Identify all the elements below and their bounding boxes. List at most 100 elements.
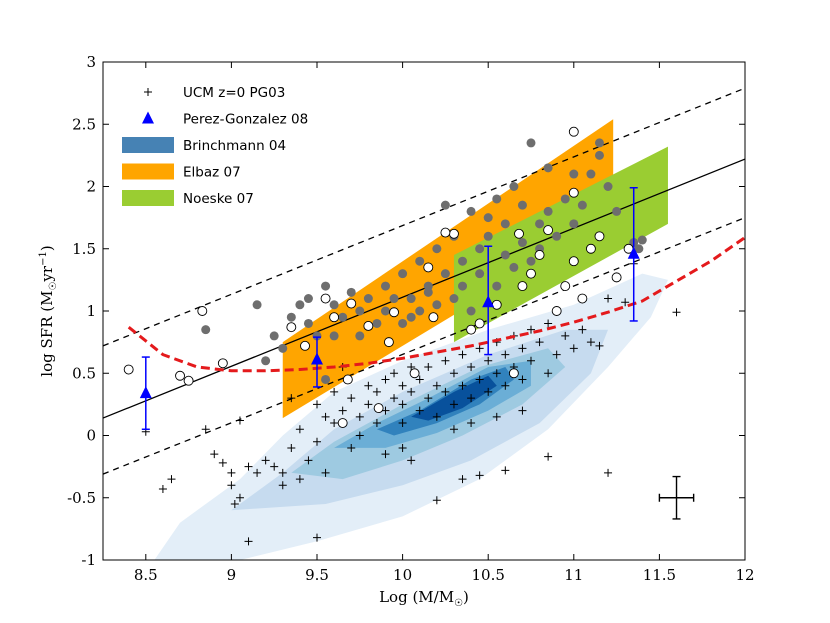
ucm-point — [398, 419, 407, 428]
ucm-point — [527, 325, 535, 334]
x-tick-label: 12 — [735, 566, 754, 584]
open-circle-point — [337, 418, 348, 428]
x-tick-label: 11 — [564, 566, 583, 584]
filled-circle-point — [552, 231, 562, 241]
ucm-point — [313, 533, 321, 542]
filled-circle-point — [363, 294, 373, 304]
ucm-point — [347, 443, 356, 452]
y-tick-label: 0 — [86, 427, 96, 445]
filled-circle-point — [415, 256, 425, 266]
ucm-point — [552, 350, 561, 359]
ucm-point — [295, 425, 304, 434]
legend-label: Elbaz 07 — [183, 165, 241, 181]
filled-circle-point — [560, 194, 570, 204]
x-tick-label: 10 — [393, 566, 412, 584]
ucm-point — [501, 466, 510, 475]
filled-circle-point — [483, 231, 493, 241]
ucm-point — [230, 499, 239, 508]
open-circle-point — [346, 298, 357, 309]
filled-circle-point — [372, 318, 382, 328]
ucm-point — [501, 381, 510, 390]
filled-circle-point — [286, 312, 296, 322]
filled-circle-point — [466, 206, 476, 216]
filled-circle-point — [449, 294, 459, 304]
legend-swatch — [122, 137, 174, 153]
filled-circle-point — [389, 294, 399, 304]
ucm-point — [492, 412, 501, 421]
ucm-point — [475, 471, 484, 480]
filled-circle-point — [295, 300, 305, 310]
ucm-point — [364, 400, 373, 409]
elbaz-band — [282, 119, 614, 419]
filled-circle-point — [594, 150, 604, 160]
filled-circle-point — [586, 169, 596, 179]
ucm-point — [398, 443, 407, 452]
perez-gonzalez-point — [627, 246, 640, 259]
ucm-point — [398, 400, 407, 409]
open-circle-point — [517, 281, 528, 292]
filled-circle-point — [406, 312, 416, 322]
ucm-point — [278, 468, 287, 477]
ucm-point — [270, 462, 279, 471]
filled-circle-point — [380, 281, 390, 291]
legend-swatch — [122, 163, 174, 180]
ucm-point — [381, 375, 390, 384]
ucm-point — [295, 475, 304, 484]
ucm-point — [227, 481, 236, 490]
open-circle-point — [514, 228, 524, 239]
filled-circle-point — [475, 269, 485, 279]
open-circle-point — [543, 225, 554, 236]
ucm-point — [347, 394, 356, 403]
filled-circle-point — [398, 269, 408, 279]
ucm-point — [381, 450, 390, 459]
filled-circle-point — [458, 256, 468, 266]
ucm-point — [484, 387, 493, 396]
ucm-point — [475, 375, 484, 384]
filled-circle-point — [355, 306, 365, 316]
ucm-point — [441, 356, 450, 365]
ucm-point — [338, 406, 347, 415]
ucm-point — [287, 394, 296, 403]
filled-circle-point — [440, 269, 450, 279]
filled-circle-point — [278, 343, 288, 353]
ucm-point — [201, 425, 210, 434]
filled-circle-point — [329, 300, 339, 310]
legend-label: Brinchmann 04 — [183, 138, 286, 154]
ucm-point — [355, 412, 364, 421]
filled-circle-point — [269, 331, 279, 341]
ucm-point — [467, 363, 476, 372]
ucm-point — [364, 381, 373, 390]
open-circle-point — [320, 293, 331, 304]
open-circle-point — [474, 318, 485, 329]
filled-circle-point — [500, 250, 510, 260]
filled-circle-point — [303, 318, 313, 328]
ucm-point — [218, 458, 227, 467]
open-circle-point — [363, 320, 374, 331]
ucm-point — [227, 468, 236, 477]
filled-circle-point — [500, 219, 510, 229]
open-circle-point — [568, 126, 579, 137]
open-circle-point — [551, 306, 562, 316]
ucm-point — [355, 431, 364, 440]
filled-circle-point — [569, 219, 579, 229]
ucm-point — [432, 381, 441, 390]
filled-circle-point — [475, 244, 485, 254]
ucm-point — [595, 341, 604, 350]
axes: 8.5 9 9.5 10 10.5 11 11.5 12-1-0.500.511.522.53 — [67, 53, 754, 584]
open-circle-point — [611, 272, 622, 283]
filled-circle-point — [423, 287, 433, 297]
filled-circle-point — [380, 306, 390, 316]
open-circle-point — [568, 256, 579, 267]
ucm-point — [424, 363, 433, 372]
ucm-point — [390, 394, 399, 403]
main-sequence-line — [103, 158, 745, 419]
ucm-point — [518, 375, 527, 384]
filled-circle-point — [346, 287, 356, 297]
legend-marker-plus — [144, 88, 152, 96]
ucm-point — [527, 356, 535, 365]
ucm-point — [415, 406, 424, 415]
x-tick-label: 9 — [227, 566, 237, 584]
open-circle-point — [423, 262, 434, 273]
open-circle-point — [560, 281, 571, 292]
